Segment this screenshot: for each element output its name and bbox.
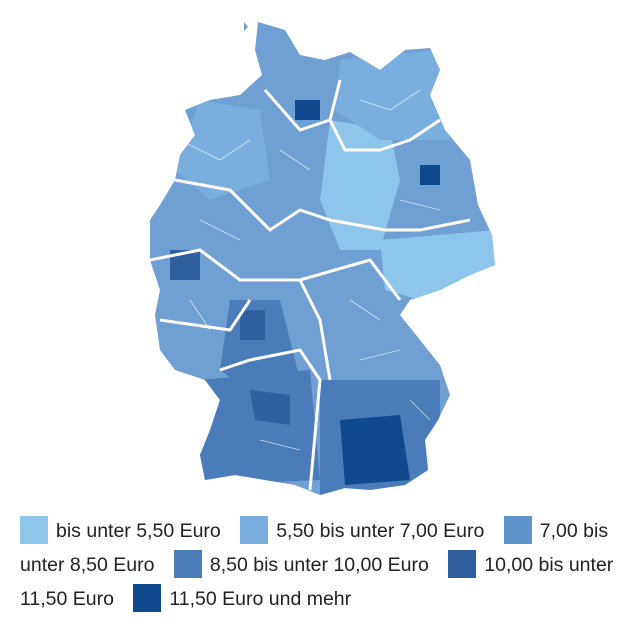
legend-swatch	[20, 516, 48, 544]
legend-item: 7,00 bis unter 8,50 Euro	[20, 516, 609, 576]
legend-label: bis unter 5,50 Euro	[56, 520, 221, 542]
legend-item: 8,50 bis unter 10,00 Euro	[173, 550, 429, 578]
region	[170, 250, 200, 280]
legend-swatch	[173, 550, 202, 578]
legend-swatch	[240, 516, 269, 544]
legend-label: 11,50 Euro und mehr	[169, 588, 352, 610]
region	[420, 165, 440, 185]
map-regions	[150, 22, 495, 495]
state-borders	[150, 79, 471, 491]
legend-swatch	[448, 550, 477, 578]
germany-map	[150, 22, 495, 495]
island	[244, 22, 248, 31]
legend-item: 11,50 Euro und mehr	[133, 584, 352, 612]
legend-swatch	[503, 516, 532, 544]
region	[240, 310, 265, 340]
region	[175, 100, 270, 200]
region	[295, 100, 320, 120]
region	[250, 390, 290, 425]
region	[380, 230, 495, 300]
legend-item: 5,50 bis unter 7,00 Euro	[240, 516, 485, 544]
legend: bis unter 5,50 Euro 5,50 bis unter 7,00 …	[20, 514, 620, 616]
region	[320, 120, 400, 250]
legend-item: 10,00 bis unter 11,50 Euro	[20, 550, 614, 610]
legend-item: bis unter 5,50 Euro	[20, 516, 221, 544]
legend-label: 7,00 bis unter 8,50 Euro	[20, 520, 609, 576]
region	[335, 50, 450, 140]
district-borders	[179, 89, 441, 451]
legend-label: 10,00 bis unter 11,50 Euro	[20, 554, 614, 610]
legend-swatch	[133, 584, 162, 612]
region	[340, 415, 410, 485]
legend-label: 8,50 bis unter 10,00 Euro	[209, 554, 429, 576]
region	[200, 370, 320, 485]
legend-label: 5,50 bis unter 7,00 Euro	[276, 520, 485, 542]
